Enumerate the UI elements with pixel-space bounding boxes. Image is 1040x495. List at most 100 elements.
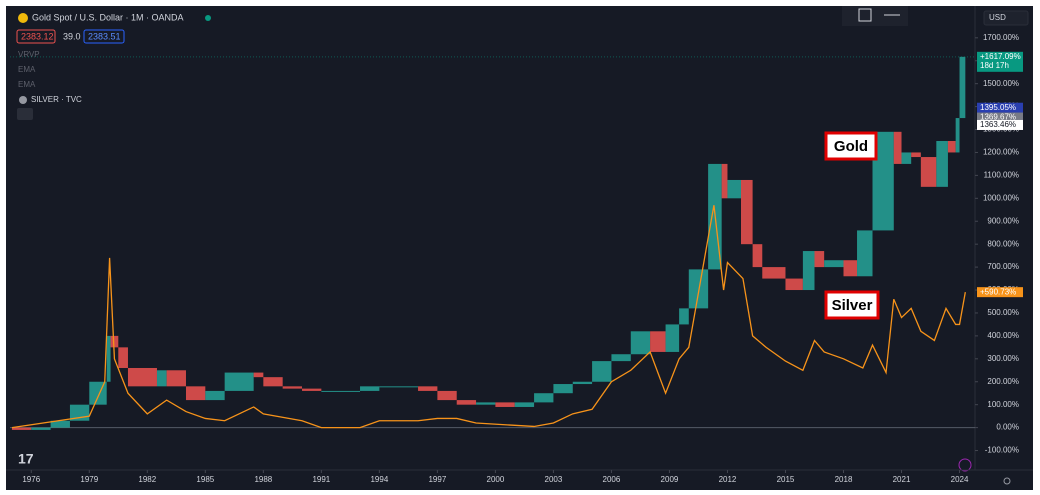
candle [263, 377, 283, 387]
candle [418, 386, 438, 391]
y-tick-label: 200.00% [987, 377, 1019, 386]
candle [762, 267, 786, 279]
candle [379, 386, 419, 388]
candle [89, 381, 107, 405]
candle [947, 140, 956, 153]
candle [360, 386, 380, 391]
candle [752, 244, 763, 268]
candle [843, 260, 858, 277]
candle [814, 251, 825, 268]
y-tick-label: -100.00% [985, 446, 1019, 455]
x-tick-label: 2009 [661, 475, 679, 484]
axis-badge [977, 287, 1023, 298]
candle [824, 260, 844, 268]
candle [253, 372, 264, 378]
candle [665, 324, 680, 352]
candle [688, 269, 709, 309]
candle [11, 427, 32, 430]
x-tick-label: 2015 [777, 475, 795, 484]
axis-badge-label: 1363.46% [980, 120, 1016, 129]
silver-line [11, 205, 966, 429]
y-tick-label: 0.00% [996, 423, 1019, 432]
ask-box[interactable] [83, 29, 125, 44]
y-tick-label: 100.00% [987, 400, 1019, 409]
bid-box[interactable] [16, 29, 56, 44]
candle [911, 152, 921, 158]
alert-icon[interactable] [958, 458, 972, 472]
indicator[interactable]: EMA [18, 65, 36, 74]
candle [106, 335, 111, 382]
y-tick-label: 1700.00% [983, 33, 1019, 42]
x-tick-label: 1994 [370, 475, 388, 484]
x-tick-label: 2000 [487, 475, 505, 484]
x-tick-label: 1988 [254, 475, 272, 484]
silver-icon [19, 96, 27, 104]
x-tick-label: 1982 [138, 475, 156, 484]
x-tick-label: 1991 [312, 475, 330, 484]
bid: 2383.12 [21, 31, 54, 41]
candle [156, 370, 167, 387]
candle [456, 400, 477, 405]
candle [592, 361, 612, 382]
x-tick-label: 1979 [80, 475, 98, 484]
axis-badge-label: 1395.05% [980, 103, 1016, 112]
annotation: Silver [832, 297, 873, 314]
y-tick-label: 800.00% [987, 239, 1019, 248]
y-tick-label: 1200.00% [983, 148, 1019, 157]
y-tick-label: 300.00% [987, 354, 1019, 363]
tool-icon[interactable] [858, 8, 872, 22]
collapse-button[interactable] [17, 108, 33, 120]
candle [872, 131, 894, 231]
candle [127, 367, 157, 387]
candle [321, 390, 361, 392]
settings-icon[interactable] [1003, 477, 1011, 485]
x-tick-label: 1976 [22, 475, 40, 484]
indicator[interactable]: SILVER · TVC [31, 95, 82, 104]
candle [110, 335, 119, 348]
candle [727, 179, 742, 199]
countdown: 18d 17h [980, 61, 1009, 70]
x-tick-label: 2006 [603, 475, 621, 484]
candle [224, 372, 254, 391]
currency: USD [989, 13, 1006, 22]
y-tick-label: 700.00% [987, 262, 1019, 271]
x-tick-label: 2012 [719, 475, 737, 484]
candle [893, 131, 902, 164]
axis-badge-label: +1617.09% [980, 52, 1021, 61]
toolbar[interactable] [842, 6, 908, 26]
candle [802, 251, 815, 291]
y-tick-label: 1100.00% [984, 170, 1019, 179]
candle [936, 140, 948, 187]
x-tick-label: 2024 [951, 475, 969, 484]
indicator[interactable]: VRVP [18, 50, 40, 59]
axis-badge [977, 51, 1023, 72]
axis-badge [977, 112, 1023, 123]
annotation-box [824, 131, 878, 161]
candle [205, 390, 225, 401]
candle [920, 157, 937, 187]
y-tick-label: 900.00% [987, 216, 1019, 225]
x-tick-label: 1997 [428, 475, 446, 484]
currency-select[interactable] [983, 10, 1029, 26]
candle [553, 384, 573, 394]
candle [901, 152, 912, 164]
candle [534, 393, 554, 403]
status-dot [205, 15, 211, 21]
candle [611, 354, 631, 362]
candle [118, 347, 128, 368]
annotation: Gold [834, 138, 868, 155]
candle [741, 179, 753, 245]
candle [514, 402, 535, 407]
x-tick-label: 2021 [893, 475, 911, 484]
candle [630, 331, 651, 355]
y-tick-label: 500.00% [987, 308, 1019, 317]
indicator[interactable]: EMA [18, 80, 36, 89]
candle [959, 56, 966, 119]
background [6, 6, 1033, 490]
x-tick-label: 1985 [196, 475, 214, 484]
chart-title: Gold Spot / U.S. Dollar · 1M · OANDA [32, 12, 184, 22]
x-tick-label: 2018 [835, 475, 853, 484]
candle [185, 386, 206, 401]
